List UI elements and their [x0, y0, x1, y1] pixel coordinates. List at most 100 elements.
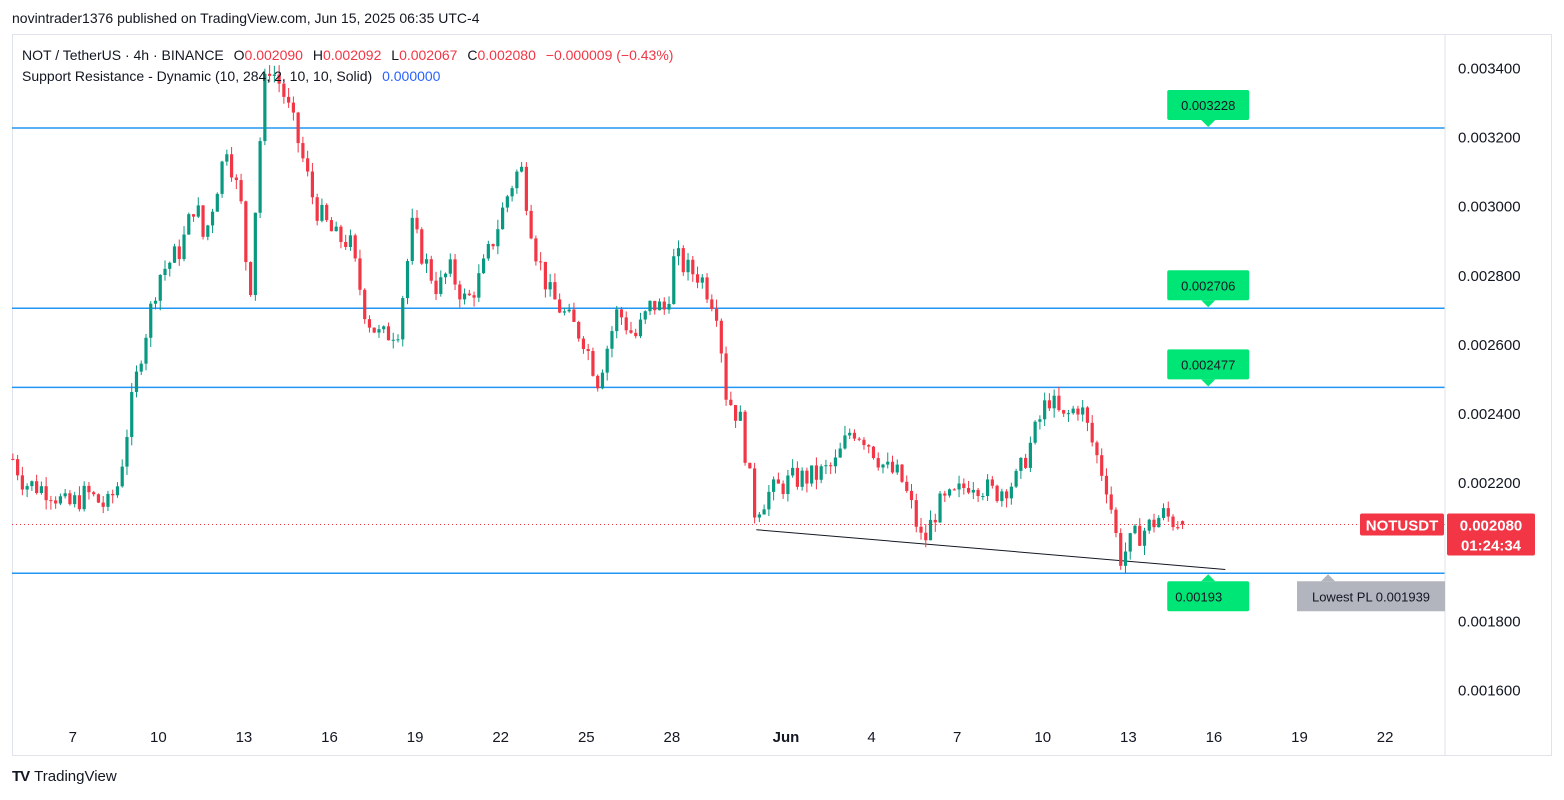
level-tag-label: 0.002477	[1181, 357, 1235, 372]
candle-body	[58, 496, 63, 504]
candle-body	[16, 459, 20, 476]
candle-body	[919, 526, 923, 533]
candle-body	[49, 500, 53, 502]
y-tick-label-7: 0.001800	[1458, 613, 1521, 630]
x-tick-label-0: 7	[69, 729, 77, 746]
candle-body	[25, 486, 29, 490]
countdown-value: 01:24:34	[1461, 538, 1522, 555]
indicator-label[interactable]: Support Resistance - Dynamic (10, 284, 2…	[22, 68, 373, 84]
candle-body	[20, 475, 24, 490]
candle-body	[77, 495, 82, 510]
candle-body	[168, 262, 172, 269]
candle-body	[35, 481, 39, 494]
candle-body	[277, 74, 281, 84]
candle-body	[914, 500, 918, 527]
candle-body	[738, 411, 742, 421]
candle-body	[382, 326, 386, 330]
x-tick-label-6: 25	[578, 729, 595, 746]
candle-body	[615, 309, 619, 332]
candle-body	[524, 166, 528, 211]
candle-body	[30, 481, 34, 487]
candle-body	[134, 371, 139, 392]
candle-body	[795, 467, 799, 487]
y-tick-label-4: 0.002600	[1458, 337, 1521, 354]
candle-body	[1038, 419, 1042, 422]
candle-body	[372, 327, 376, 333]
candle-body	[1114, 509, 1118, 534]
candle-body	[962, 483, 966, 489]
candle-body	[239, 180, 243, 202]
y-tick-label-6: 0.002200	[1458, 475, 1521, 492]
candle-body	[757, 514, 761, 518]
candle-body	[263, 73, 267, 142]
x-tick-label-4: 19	[407, 729, 424, 746]
candle-body	[971, 489, 975, 493]
candle-body	[786, 475, 790, 495]
lowest-pl-box	[1297, 581, 1445, 612]
candle-body	[943, 493, 947, 496]
candle-body	[401, 298, 405, 340]
candle-body	[976, 489, 980, 497]
candle-body	[1138, 525, 1142, 546]
tradingview-logo[interactable]: TV TradingView	[12, 768, 117, 785]
trendline-layer	[756, 529, 1226, 570]
candle-body	[753, 468, 757, 518]
candle-body	[1047, 400, 1052, 409]
candles-layer	[11, 65, 1185, 573]
candle-body	[662, 301, 666, 310]
candle-body	[225, 154, 229, 162]
candle-body	[657, 301, 662, 311]
candle-body	[358, 258, 362, 290]
candle-body	[310, 171, 315, 198]
candle-body	[481, 258, 486, 274]
level-tag-2: 0.002477	[1167, 349, 1250, 387]
candle-body	[814, 465, 819, 480]
candle-body	[985, 479, 990, 496]
price-tags-layer: 0.003228 0.002706 0.002477 0.00193 Lowest PL…	[1167, 89, 1535, 612]
candle-body	[871, 446, 876, 459]
candle-body	[1161, 508, 1166, 518]
candle-body	[577, 321, 581, 339]
candle-body	[895, 464, 899, 473]
high-value: 0.002092	[322, 47, 382, 63]
candle-body	[819, 466, 823, 480]
candle-body	[909, 490, 914, 501]
symbol-label[interactable]: NOT / TetherUS · 4h · BINANCE	[22, 47, 224, 63]
candle-body	[291, 102, 295, 113]
chart-legend: NOT / TetherUS · 4h · BINANCE O0.002090 …	[22, 45, 673, 87]
candle-body	[82, 485, 86, 510]
chart-frame	[12, 34, 1552, 756]
candle-body	[1123, 551, 1128, 566]
level-tag-3: 0.00193	[1167, 574, 1250, 612]
candle-body	[515, 171, 519, 189]
candle-body	[39, 486, 43, 494]
level-tag-pointer	[1201, 300, 1216, 308]
candle-body	[681, 248, 685, 273]
candle-body	[1057, 395, 1061, 411]
candle-body	[833, 457, 838, 467]
low-value: 0.002067	[399, 47, 458, 63]
candle-body	[486, 244, 490, 259]
candle-body	[363, 289, 367, 320]
y-tick-label-8: 0.001600	[1458, 682, 1521, 699]
candle-body	[1009, 486, 1013, 499]
candle-body	[120, 466, 124, 487]
candle-body	[838, 448, 842, 458]
candle-body	[933, 519, 937, 523]
candle-body	[453, 259, 457, 285]
candle-body	[596, 375, 600, 389]
candle-body	[928, 519, 933, 541]
candle-body	[1142, 530, 1147, 546]
candle-body	[805, 470, 809, 484]
candle-body	[653, 300, 657, 311]
candle-body	[691, 259, 695, 275]
candle-body	[191, 214, 196, 217]
candle-body	[315, 197, 319, 221]
candle-body	[1019, 457, 1023, 471]
candle-body	[562, 311, 567, 313]
x-tick-label-13: 16	[1206, 729, 1223, 746]
level-tag-label: 0.003228	[1181, 98, 1235, 113]
candle-body	[1147, 519, 1151, 531]
candle-body	[73, 495, 77, 505]
